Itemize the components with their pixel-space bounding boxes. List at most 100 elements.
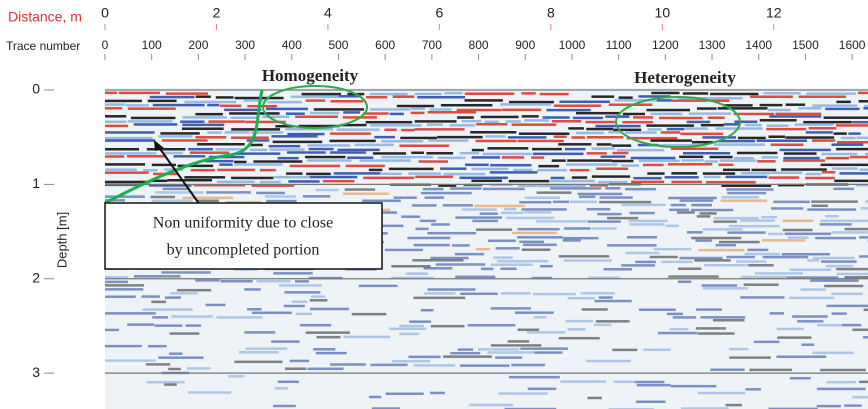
texture-stripe bbox=[805, 131, 833, 134]
texture-stripe bbox=[755, 272, 803, 275]
texture-stripe bbox=[310, 295, 326, 298]
texture-stripe bbox=[295, 115, 338, 119]
texture-stripe bbox=[815, 236, 856, 240]
texture-stripe bbox=[430, 324, 465, 328]
texture-stripe bbox=[277, 156, 299, 160]
texture-stripe bbox=[313, 108, 364, 111]
texture-stripe bbox=[429, 108, 452, 111]
texture-stripe bbox=[225, 200, 261, 204]
texture-stripe bbox=[831, 143, 864, 146]
texture-stripe bbox=[771, 207, 804, 210]
texture-stripe bbox=[517, 328, 540, 332]
texture-stripe bbox=[412, 259, 464, 262]
texture-stripe bbox=[315, 188, 339, 192]
texture-stripe bbox=[234, 360, 283, 364]
texture-stripe bbox=[479, 212, 498, 215]
texture-stripe bbox=[833, 132, 847, 135]
texture-stripe bbox=[585, 120, 615, 124]
texture-stripe bbox=[643, 163, 664, 167]
texture-stripe bbox=[733, 112, 775, 116]
texture-stripe bbox=[207, 103, 220, 107]
texture-stripe bbox=[291, 300, 308, 303]
texture-stripe bbox=[363, 176, 415, 180]
texture-stripe bbox=[558, 336, 600, 340]
texture-stripe bbox=[472, 219, 498, 223]
texture-stripe bbox=[250, 148, 268, 152]
texture-stripe bbox=[509, 375, 560, 379]
texture-stripe bbox=[235, 152, 281, 155]
texture-stripe bbox=[509, 100, 554, 104]
texture-stripe bbox=[411, 107, 425, 110]
texture-stripe bbox=[762, 255, 809, 259]
texture-stripe bbox=[745, 388, 761, 391]
texture-stripe bbox=[607, 216, 638, 220]
texture-stripe bbox=[672, 316, 697, 319]
texture-stripe bbox=[596, 143, 612, 146]
texture-stripe bbox=[410, 111, 425, 115]
texture-stripe bbox=[699, 212, 717, 215]
texture-stripe bbox=[468, 403, 514, 407]
texture-stripe bbox=[143, 168, 158, 172]
texture-stripe bbox=[713, 143, 765, 146]
texture-stripe bbox=[785, 136, 835, 139]
texture-stripe bbox=[400, 136, 437, 140]
texture-stripe bbox=[365, 120, 413, 124]
texture-stripe bbox=[566, 163, 618, 166]
texture-stripe bbox=[536, 191, 572, 194]
texture-stripe bbox=[725, 403, 742, 407]
texture-stripe bbox=[316, 335, 341, 339]
texture-stripe bbox=[105, 171, 149, 174]
texture-stripe bbox=[388, 167, 434, 171]
texture-stripe bbox=[511, 123, 557, 126]
texture-stripe bbox=[185, 324, 202, 327]
texture-stripe bbox=[698, 248, 745, 252]
texture-stripe bbox=[863, 336, 868, 339]
texture-stripe bbox=[393, 196, 417, 199]
texture-stripe bbox=[709, 155, 733, 159]
texture-stripe bbox=[456, 108, 502, 112]
texture-stripe bbox=[105, 195, 145, 198]
texture-stripe bbox=[437, 135, 483, 139]
texture-stripe bbox=[177, 288, 212, 292]
texture-stripe bbox=[858, 100, 868, 103]
texture-stripe bbox=[449, 124, 476, 127]
texture-stripe bbox=[471, 179, 502, 183]
texture-stripe bbox=[359, 159, 411, 162]
texture-stripe bbox=[231, 176, 274, 180]
x2-tick-label: 0 bbox=[101, 5, 109, 21]
texture-stripe bbox=[391, 264, 431, 268]
texture-stripe bbox=[444, 91, 463, 95]
texture-stripe bbox=[457, 116, 474, 119]
texture-stripe bbox=[182, 196, 234, 200]
texture-stripe bbox=[330, 132, 371, 135]
texture-stripe bbox=[315, 351, 347, 355]
texture-stripe bbox=[313, 348, 336, 351]
texture-stripe bbox=[718, 163, 734, 167]
texture-stripe bbox=[831, 312, 847, 315]
texture-stripe bbox=[130, 116, 176, 120]
texture-stripe bbox=[501, 156, 525, 159]
texture-stripe bbox=[399, 324, 424, 328]
texture-stripe bbox=[229, 112, 280, 115]
texture-stripe bbox=[452, 244, 470, 247]
texture-stripe bbox=[273, 175, 310, 179]
texture-stripe bbox=[589, 184, 608, 187]
texture-stripe bbox=[216, 316, 263, 319]
texture-stripe bbox=[646, 108, 691, 112]
texture-stripe bbox=[234, 163, 283, 166]
texture-stripe bbox=[680, 132, 724, 136]
x-tick-label: 0 bbox=[102, 38, 109, 52]
texture-stripe bbox=[668, 275, 719, 278]
texture-stripe bbox=[643, 348, 671, 351]
texture-stripe bbox=[751, 168, 777, 172]
texture-stripe bbox=[789, 268, 832, 271]
texture-stripe bbox=[695, 327, 726, 330]
texture-stripe bbox=[519, 132, 570, 135]
texture-stripe bbox=[158, 356, 204, 359]
texture-stripe bbox=[668, 196, 717, 200]
texture-stripe bbox=[781, 168, 827, 171]
texture-stripe bbox=[688, 112, 732, 115]
texture-stripe bbox=[408, 172, 441, 175]
texture-stripe bbox=[650, 139, 692, 142]
texture-stripe bbox=[151, 300, 167, 304]
